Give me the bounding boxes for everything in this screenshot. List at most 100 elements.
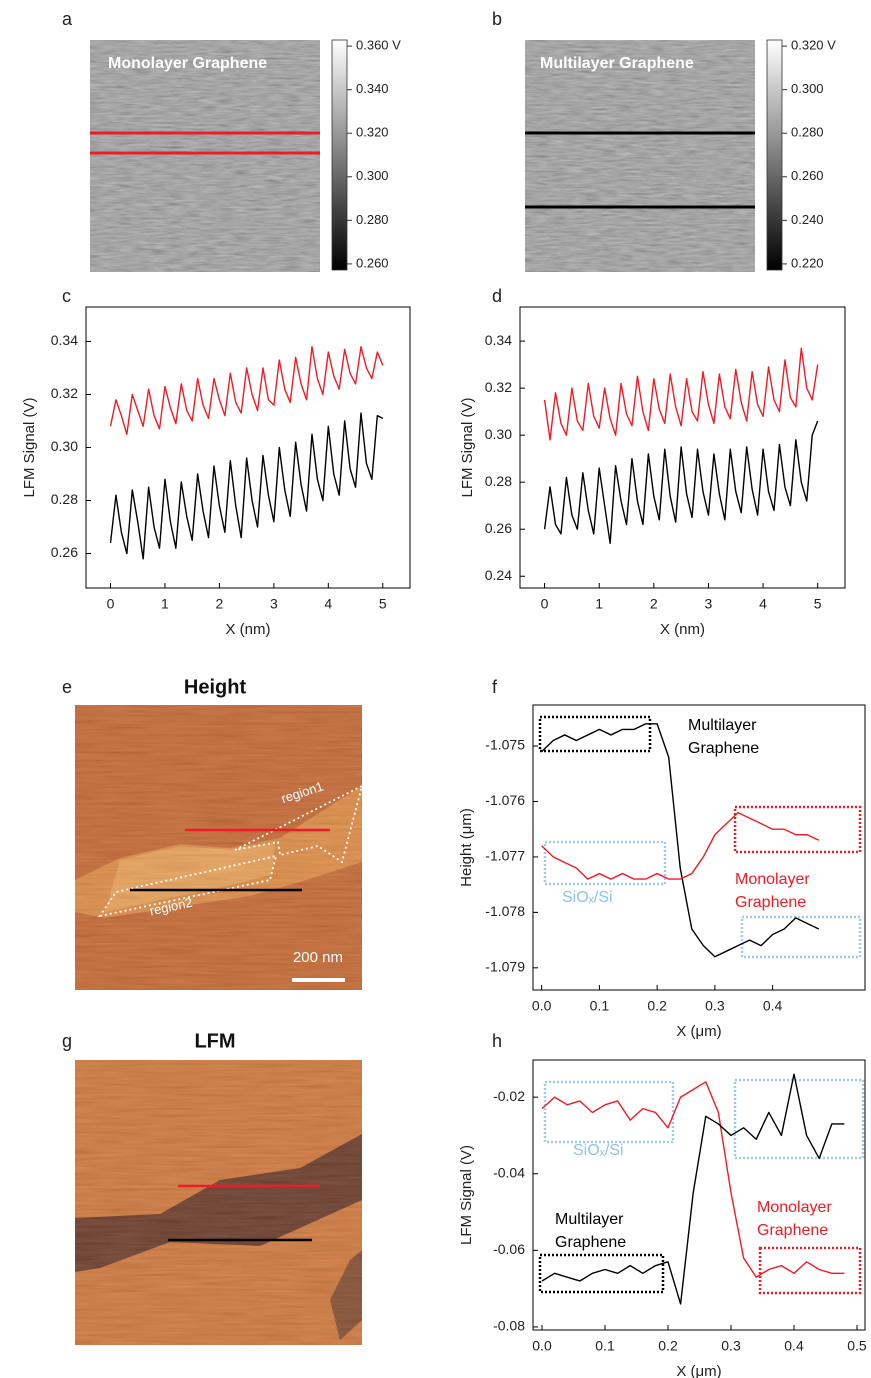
y-tick-label: -1.075	[485, 737, 525, 753]
plot-frame	[519, 306, 846, 589]
panel-label: e	[62, 677, 72, 697]
annotation: Graphene	[757, 1222, 828, 1239]
annotation: Monolayer	[735, 871, 810, 888]
data-line	[109, 346, 384, 435]
data-line	[541, 1073, 845, 1305]
image-texture	[90, 40, 320, 272]
image-texture	[75, 705, 362, 990]
y-axis-title: LFM Signal (V)	[458, 1145, 475, 1245]
y-tick-label: 0.34	[51, 332, 78, 348]
x-tick-label: 0.4	[763, 998, 783, 1014]
highlight-box	[538, 715, 652, 753]
x-tick-label: 0.2	[647, 998, 667, 1014]
x-axis-title: X (μm)	[676, 1363, 721, 1378]
panel-label: d	[492, 286, 502, 306]
y-tick-label: 0.28	[51, 491, 78, 507]
data-line	[109, 412, 384, 560]
y-axis-title: Height (μm)	[458, 808, 475, 887]
image-title: Multilayer Graphene	[540, 55, 694, 72]
x-tick-label: 0.1	[590, 998, 610, 1014]
x-tick-label: 4	[324, 596, 332, 612]
y-tick-label: -0.06	[493, 1241, 525, 1257]
highlight-box	[740, 915, 862, 959]
colorbar	[766, 39, 783, 271]
colorbar	[331, 39, 348, 271]
y-tick-label: -1.076	[485, 792, 525, 808]
panel-label: c	[62, 286, 71, 306]
panel-label: b	[492, 9, 502, 29]
y-tick-label: -1.078	[485, 903, 525, 919]
colorbar-tick-label: 0.320	[356, 125, 389, 140]
annotation: Graphene	[688, 740, 759, 757]
y-tick-label: 0.32	[485, 379, 512, 395]
annotation: SiOₓ/Si	[573, 1142, 624, 1159]
y-tick-label: 0.26	[485, 520, 512, 536]
annotation: Graphene	[555, 1234, 626, 1251]
colorbar-tick-label: 0.340	[356, 81, 389, 96]
data-line	[543, 420, 819, 545]
x-axis-title: X (nm)	[660, 621, 705, 638]
x-tick-label: 0.5	[847, 1338, 867, 1354]
x-tick-label: 0	[541, 596, 549, 612]
y-tick-label: 0.30	[485, 426, 512, 442]
colorbar-tick-label: 0.260	[356, 255, 389, 270]
x-tick-label: 1	[161, 596, 169, 612]
annotation: Graphene	[735, 894, 806, 911]
x-tick-label: 1	[595, 596, 603, 612]
region-outline	[234, 784, 364, 864]
image-texture	[75, 1060, 362, 1345]
x-tick-label: 0.2	[658, 1338, 678, 1354]
x-tick-label: 2	[650, 596, 658, 612]
panel-label: a	[62, 9, 73, 29]
y-tick-label: 0.30	[51, 438, 78, 454]
panel-label: h	[492, 1031, 502, 1051]
annotation: Multilayer	[688, 717, 757, 734]
colorbar-tick-label: 0.260	[791, 168, 824, 183]
colorbar-tick-label: 0.280	[356, 212, 389, 227]
x-tick-label: 0.1	[595, 1338, 615, 1354]
x-tick-label: 0.3	[705, 998, 725, 1014]
scale-bar-label: 200 nm	[293, 949, 343, 966]
x-tick-label: 5	[379, 596, 387, 612]
annotation: Monolayer	[757, 1199, 832, 1216]
highlight-box	[758, 1246, 862, 1295]
image-title: LFM	[194, 1030, 235, 1052]
plot-frame	[532, 1059, 866, 1331]
data-line	[543, 347, 819, 441]
image-title: Height	[184, 676, 247, 698]
x-tick-label: 3	[705, 596, 713, 612]
y-tick-label: -1.079	[485, 959, 525, 975]
colorbar-tick-label: 0.300	[791, 81, 824, 96]
y-axis-title: LFM Signal (V)	[459, 397, 476, 497]
colorbar-tick-label: 0.240	[791, 212, 824, 227]
x-tick-label: 0	[107, 596, 115, 612]
y-tick-label: 0.32	[51, 385, 78, 401]
y-tick-label: 0.28	[485, 473, 512, 489]
highlight-box	[543, 1080, 675, 1144]
x-tick-label: 0.0	[532, 1338, 552, 1354]
x-tick-label: 0.3	[721, 1338, 741, 1354]
y-axis-title: LFM Signal (V)	[21, 397, 38, 497]
highlight-box	[543, 840, 667, 886]
y-tick-label: 0.26	[51, 544, 78, 560]
x-tick-label: 2	[216, 596, 224, 612]
annotation: SiOₓ/Si	[562, 889, 613, 906]
colorbar-tick-label: 0.320 V	[791, 38, 836, 53]
colorbar-tick-label: 0.220	[791, 255, 824, 270]
panel-label: g	[62, 1031, 72, 1051]
data-line	[541, 1081, 845, 1278]
y-tick-label: -0.02	[493, 1088, 525, 1104]
y-tick-label: 0.24	[485, 567, 512, 583]
region-outline	[98, 854, 278, 918]
x-axis-title: X (μm)	[676, 1023, 721, 1040]
x-tick-label: 0.0	[532, 998, 552, 1014]
x-tick-label: 4	[759, 596, 767, 612]
x-axis-title: X (nm)	[226, 621, 271, 638]
x-tick-label: 3	[270, 596, 278, 612]
colorbar-tick-label: 0.280	[791, 125, 824, 140]
plot-frame	[532, 704, 866, 991]
highlight-box	[538, 1253, 665, 1294]
data-line	[541, 723, 820, 958]
y-tick-label: -1.077	[485, 848, 525, 864]
